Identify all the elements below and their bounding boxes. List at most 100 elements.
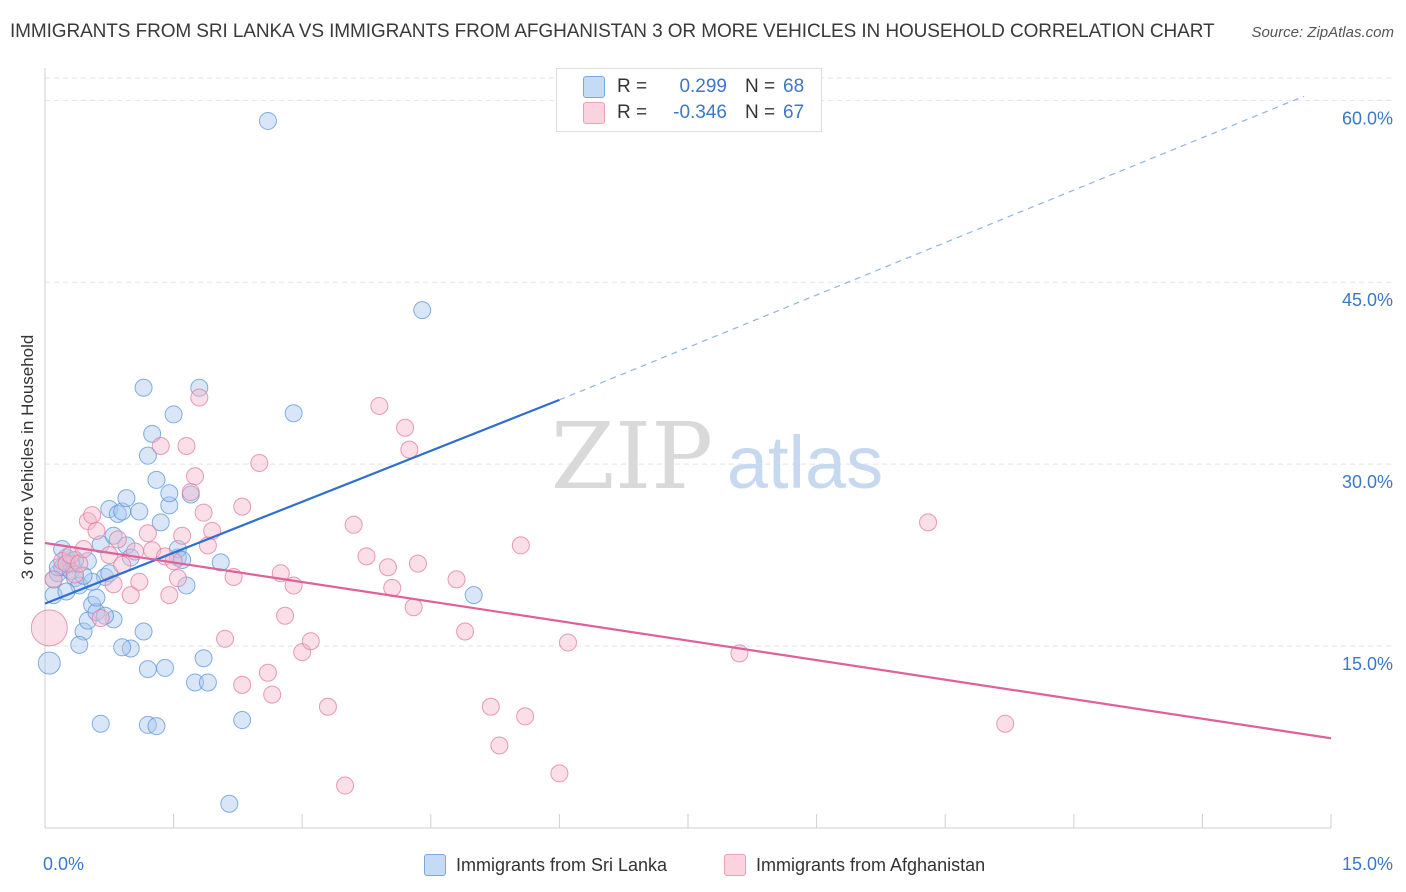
point-sri-lanka	[211, 553, 230, 572]
point-afghanistan	[216, 629, 235, 648]
x-tick-label: 15.0%	[1342, 854, 1393, 874]
legend-n-label: N =	[745, 76, 776, 97]
point-afghanistan	[404, 598, 423, 617]
grid-lines	[45, 77, 1394, 647]
legend-row-sri-lanka: R = 0.299 N = 68	[583, 74, 804, 100]
point-afghanistan	[194, 503, 213, 522]
trend-extension-sri-lanka	[559, 95, 1305, 401]
watermark-atlas: atlas	[727, 421, 883, 504]
point-afghanistan	[558, 633, 577, 652]
point-sri-lanka	[87, 588, 106, 607]
point-afghanistan	[511, 536, 530, 555]
point-sri-lanka	[91, 714, 110, 733]
point-afghanistan	[108, 530, 127, 549]
point-sri-lanka	[220, 794, 239, 813]
point-sri-lanka	[186, 673, 205, 692]
watermark: ZIP atlas	[551, 403, 883, 510]
point-sri-lanka	[464, 586, 483, 605]
point-afghanistan	[177, 436, 196, 455]
point-afghanistan	[233, 497, 252, 516]
point-afghanistan	[181, 483, 200, 502]
point-sri-lanka	[147, 470, 166, 489]
point-sri-lanka	[74, 622, 93, 641]
point-afghanistan	[173, 526, 192, 545]
point-afghanistan	[490, 736, 509, 755]
point-afghanistan	[138, 524, 157, 543]
point-sri-lanka	[134, 622, 153, 641]
point-afghanistan	[70, 554, 89, 573]
legend-n-label: N =	[745, 102, 776, 123]
point-afghanistan	[378, 558, 397, 577]
point-sri-lanka	[70, 635, 89, 654]
point-afghanistan	[190, 388, 209, 407]
point-afghanistan	[301, 632, 320, 651]
point-sri-lanka	[138, 660, 157, 679]
legend-r-value: 0.299	[679, 76, 727, 97]
point-afghanistan	[357, 547, 376, 566]
point-afghanistan	[151, 436, 170, 455]
trend-line-afghanistan	[44, 541, 1332, 740]
point-afghanistan	[481, 697, 500, 716]
source-label: Source: ZipAtlas.com	[1251, 24, 1394, 41]
point-sri-lanka	[284, 404, 303, 423]
point-afghanistan	[263, 685, 282, 704]
legend-r-label: R =	[617, 76, 648, 97]
x-tick-label: 0.0%	[43, 854, 84, 874]
point-sri-lanka	[198, 673, 217, 692]
point-sri-lanka	[117, 489, 136, 508]
axes	[44, 68, 1332, 829]
point-afghanistan	[516, 707, 535, 726]
point-afghanistan	[919, 513, 938, 532]
bottom-legend-afghanistan: Immigrants from Afghanistan	[724, 852, 985, 878]
trend-lines	[44, 95, 1332, 740]
point-afghanistan	[996, 714, 1015, 733]
point-afghanistan	[276, 606, 295, 625]
point-afghanistan	[186, 467, 205, 486]
point-sri-lanka	[130, 502, 149, 521]
point-afghanistan	[168, 569, 187, 588]
point-sri-lanka	[138, 446, 157, 465]
point-sri-lanka	[113, 638, 132, 657]
point-afghanistan	[83, 506, 102, 525]
legend-r-label: R =	[617, 102, 648, 123]
watermark-zip: ZIP	[551, 403, 713, 510]
point-afghanistan	[130, 572, 149, 591]
point-afghanistan	[258, 663, 277, 682]
y-tick-label: 60.0%	[1342, 108, 1393, 128]
tick-labels: 15.0% 30.0% 45.0% 60.0% 0.0% 15.0%	[43, 108, 1393, 874]
point-afghanistan	[396, 418, 415, 437]
point-afghanistan	[408, 554, 427, 573]
legend-swatch-afghanistan	[583, 102, 605, 124]
bottom-legend-label-sri-lanka: Immigrants from Sri Lanka	[456, 854, 668, 875]
bottom-legend-label-afghanistan: Immigrants from Afghanistan	[756, 854, 986, 875]
trend-line-sri-lanka	[44, 398, 560, 605]
y-tick-label: 30.0%	[1342, 472, 1393, 492]
point-sri-lanka	[151, 513, 170, 532]
point-afghanistan	[233, 675, 252, 694]
correlation-legend: R = 0.299 N = 68 R = -0.346 N = 67	[556, 68, 822, 132]
point-afghanistan	[550, 764, 569, 783]
legend-n-value: 68	[783, 76, 805, 97]
bottom-legend-sri-lanka: Immigrants from Sri Lanka	[424, 852, 667, 878]
legend-row-afghanistan: R = -0.346 N = 67	[583, 100, 804, 126]
point-sri-lanka	[190, 378, 209, 397]
point-afghanistan	[336, 776, 355, 795]
point-afghanistan	[87, 521, 106, 540]
point-sri-lanka	[413, 301, 432, 320]
legend-r-value: -0.346	[673, 102, 727, 123]
point-afghanistan	[370, 396, 389, 415]
point-afghanistan	[44, 570, 63, 589]
point-afghanistan	[30, 609, 68, 647]
point-afghanistan	[318, 697, 337, 716]
point-afghanistan	[456, 622, 475, 641]
point-sri-lanka	[194, 649, 213, 668]
point-sri-lanka	[164, 405, 183, 424]
point-afghanistan	[160, 586, 179, 605]
y-tick-label: 45.0%	[1342, 290, 1393, 310]
legend-swatch-sri-lanka	[583, 76, 605, 98]
point-afghanistan	[66, 565, 85, 584]
point-sri-lanka	[258, 111, 277, 130]
legend-n-value: 67	[783, 102, 805, 123]
point-sri-lanka	[160, 484, 179, 503]
